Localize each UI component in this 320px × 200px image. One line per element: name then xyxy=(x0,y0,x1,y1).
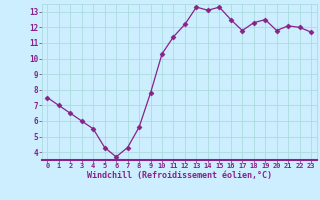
X-axis label: Windchill (Refroidissement éolien,°C): Windchill (Refroidissement éolien,°C) xyxy=(87,171,272,180)
